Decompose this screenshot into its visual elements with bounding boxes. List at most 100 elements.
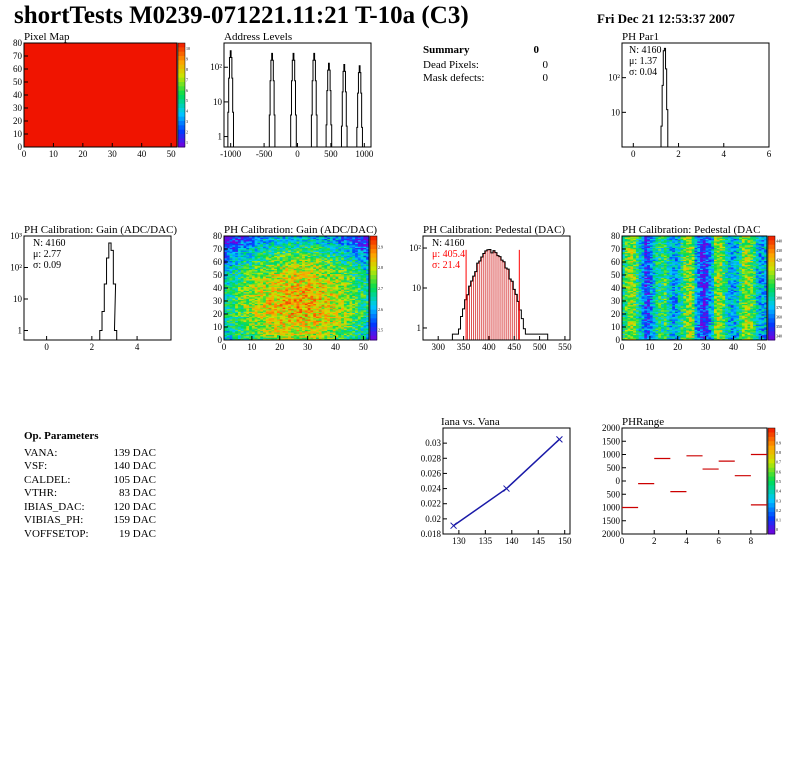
- map-cell: [638, 250, 642, 252]
- map-cell: [251, 289, 255, 291]
- map-cell: [360, 277, 364, 280]
- map-cell: [265, 280, 269, 282]
- map-cell: [310, 280, 314, 282]
- map-cell: [263, 316, 267, 319]
- map-cell: [226, 247, 230, 250]
- map-cell: [329, 267, 334, 269]
- map-cell: [332, 286, 336, 289]
- map-cell: [346, 277, 350, 280]
- map-cell: [296, 264, 300, 267]
- map-cell: [271, 288, 275, 290]
- map-cell: [355, 268, 359, 271]
- map-cell: [299, 291, 303, 294]
- map-cell: [327, 238, 331, 241]
- map-cell: [302, 236, 306, 238]
- map-cell: [633, 288, 637, 290]
- map-cell: [318, 312, 322, 315]
- map-cell: [290, 280, 295, 282]
- map-cell: [271, 328, 275, 330]
- map-cell: [251, 280, 255, 282]
- map-cell: [630, 273, 634, 276]
- map-cell: [633, 284, 637, 286]
- map-cell: [276, 249, 281, 251]
- map-cell: [316, 314, 320, 316]
- map-cell: [265, 254, 269, 256]
- map-cell: [341, 242, 345, 245]
- map-cell: [352, 246, 356, 248]
- map-cell: [624, 280, 628, 282]
- map-cell: [246, 239, 250, 242]
- map-cell: [316, 306, 320, 308]
- map-cell: [310, 278, 314, 281]
- address-peak: [310, 52, 318, 147]
- map-cell: [251, 267, 255, 269]
- map-cell: [257, 265, 261, 268]
- map-cell: [224, 263, 228, 265]
- map-cell: [633, 333, 637, 336]
- map-cell: [324, 249, 328, 251]
- map-cell: [343, 336, 347, 338]
- map-cell: [240, 236, 244, 238]
- map-cell: [240, 284, 244, 286]
- map-cell: [332, 254, 336, 256]
- map-cell: [622, 251, 626, 254]
- map-cell: [622, 256, 626, 259]
- map-cell: [296, 242, 300, 245]
- map-cell: [285, 334, 289, 337]
- map-cell: [321, 288, 325, 290]
- map-cell: [240, 299, 244, 302]
- map-cell: [232, 256, 236, 259]
- map-cell: [232, 273, 236, 276]
- map-cell: [349, 298, 353, 300]
- map-cell: [240, 301, 244, 303]
- map-cell: [310, 247, 314, 250]
- map-cell: [265, 242, 269, 245]
- map-cell: [237, 241, 242, 243]
- map-cell: [249, 259, 253, 261]
- map-cell: [341, 319, 345, 321]
- map-cell: [251, 263, 255, 265]
- map-cell: [232, 237, 236, 239]
- map-cell: [346, 236, 350, 238]
- map-cell: [622, 285, 626, 287]
- map-cell: [357, 282, 361, 285]
- map-cell: [318, 334, 322, 337]
- map-cell: [343, 290, 347, 293]
- map-cell: [343, 286, 347, 289]
- map-cell: [251, 273, 255, 276]
- map-cell: [249, 327, 253, 329]
- map-cell: [260, 254, 264, 256]
- map-cell: [630, 238, 634, 241]
- map-cell: [254, 298, 258, 300]
- map-cell: [346, 298, 350, 300]
- map-cell: [366, 333, 370, 336]
- map-cell: [633, 265, 637, 268]
- map-cell: [235, 310, 239, 312]
- map-cell: [265, 262, 269, 264]
- map-cell: [341, 281, 345, 284]
- map-cell: [635, 258, 640, 260]
- map-cell: [268, 290, 272, 293]
- map-cell: [302, 332, 306, 334]
- map-cell: [341, 327, 345, 329]
- map-cell: [254, 236, 258, 238]
- map-cell: [282, 245, 286, 247]
- map-cell: [627, 294, 631, 297]
- map-cell: [327, 249, 331, 251]
- map-cell: [327, 289, 331, 291]
- map-cell: [307, 329, 311, 332]
- map-cell: [276, 286, 281, 289]
- map-cell: [288, 242, 292, 245]
- map-cell: [293, 329, 297, 332]
- map-cell: [304, 291, 308, 294]
- map-cell: [316, 336, 320, 338]
- map-cell: [251, 297, 255, 299]
- map-cell: [352, 264, 356, 267]
- map-cell: [302, 259, 306, 261]
- map-cell: [366, 286, 370, 289]
- map-cell: [316, 246, 320, 248]
- map-cell: [302, 250, 306, 252]
- map-cell: [265, 271, 269, 273]
- map-cell: [332, 277, 336, 280]
- map-cell: [635, 245, 640, 247]
